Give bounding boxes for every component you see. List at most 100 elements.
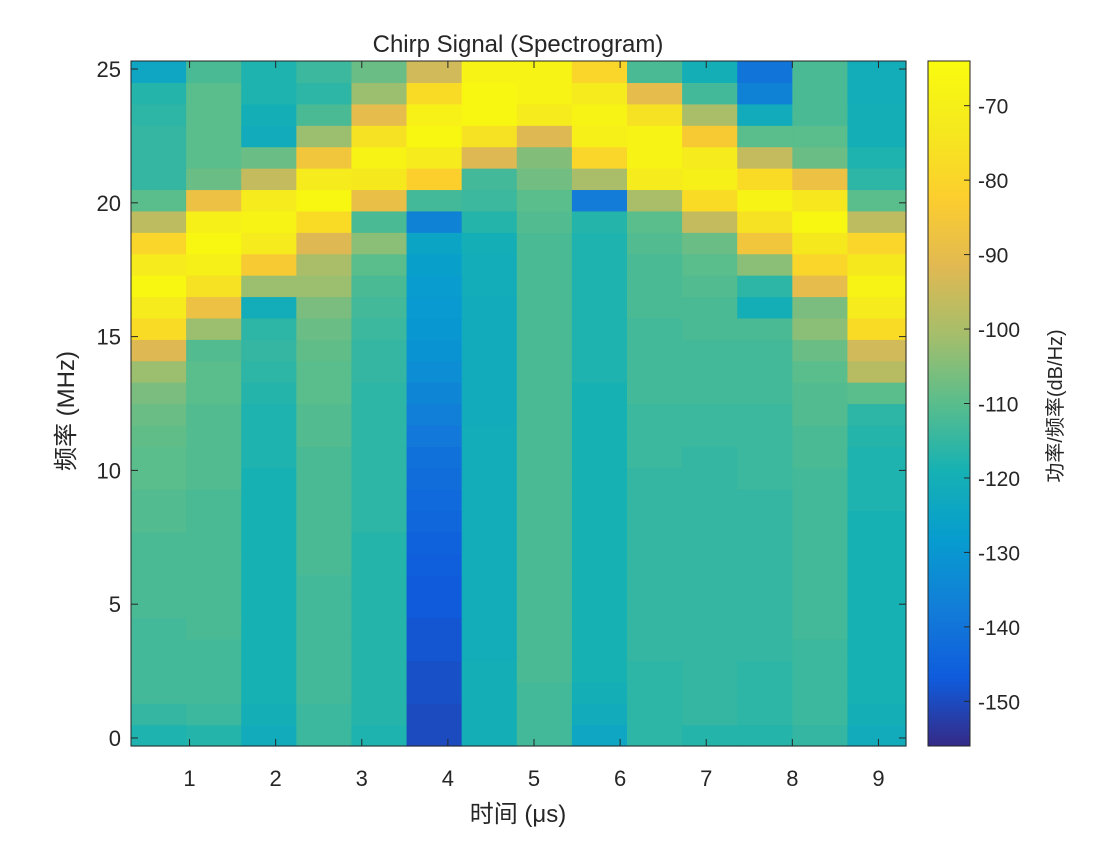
heatmap-cell <box>241 681 297 704</box>
heatmap-cell <box>737 82 793 105</box>
heatmap-cell <box>682 103 738 126</box>
heatmap-cells <box>131 61 907 747</box>
heatmap-cell <box>847 253 907 276</box>
heatmap-cell <box>461 424 518 447</box>
heatmap-cell <box>461 103 518 126</box>
heatmap-cell <box>351 275 408 298</box>
heatmap-cell <box>186 703 242 726</box>
x-tick-label: 3 <box>356 766 368 791</box>
heatmap-cell <box>847 382 907 405</box>
heatmap-cell <box>241 168 297 191</box>
heatmap-cell <box>296 360 353 383</box>
heatmap-cell <box>186 253 242 276</box>
heatmap-cell <box>241 232 297 255</box>
y-axis-label: 频率 (MHz) <box>53 351 80 471</box>
colorbar-tick-label: -70 <box>978 96 1008 119</box>
heatmap-cell <box>131 232 187 255</box>
heatmap-cell <box>847 574 907 597</box>
heatmap-cell <box>241 660 297 683</box>
heatmap-cell <box>847 531 907 554</box>
heatmap-cell <box>461 724 518 747</box>
heatmap-cell <box>186 296 242 319</box>
heatmap-cell <box>461 510 518 533</box>
heatmap-cell <box>682 403 738 426</box>
heatmap-cell <box>241 596 297 619</box>
heatmap-cell <box>792 339 849 362</box>
heatmap-cell <box>792 210 849 233</box>
heatmap-cell <box>131 424 187 447</box>
heatmap-cell <box>406 617 463 640</box>
heatmap-cell <box>296 553 353 576</box>
heatmap-cell <box>516 317 573 340</box>
heatmap-cell <box>406 403 463 426</box>
heatmap-cell <box>351 467 408 490</box>
heatmap-cell <box>571 531 628 554</box>
heatmap-cell <box>186 339 242 362</box>
heatmap-cell <box>571 232 628 255</box>
heatmap-cell <box>461 189 518 212</box>
heatmap-cell <box>682 146 738 169</box>
heatmap-cell <box>516 210 573 233</box>
heatmap-cell <box>571 617 628 640</box>
heatmap-cell <box>241 489 297 512</box>
heatmap-cell <box>406 574 463 597</box>
heatmap-cell <box>186 382 242 405</box>
heatmap-cell <box>186 61 242 84</box>
heatmap-cell <box>241 382 297 405</box>
heatmap-cell <box>737 253 793 276</box>
heatmap-cell <box>461 467 518 490</box>
heatmap-cell <box>406 82 463 105</box>
heatmap-cell <box>406 424 463 447</box>
heatmap-cell <box>461 382 518 405</box>
heatmap-cell <box>627 446 683 469</box>
heatmap-cell <box>792 253 849 276</box>
heatmap-cell <box>627 125 683 148</box>
heatmap-cell <box>847 210 907 233</box>
heatmap-cell <box>682 296 738 319</box>
heatmap-cell <box>296 103 353 126</box>
heatmap-cell <box>737 510 793 533</box>
heatmap-cell <box>461 489 518 512</box>
heatmap-cell <box>406 253 463 276</box>
heatmap-cell <box>516 296 573 319</box>
heatmap-cell <box>516 467 573 490</box>
heatmap-cell <box>406 681 463 704</box>
y-tick-label: 20 <box>97 191 121 216</box>
heatmap-cell <box>186 596 242 619</box>
heatmap-cell <box>516 189 573 212</box>
heatmap-cell <box>682 317 738 340</box>
heatmap-cell <box>186 189 242 212</box>
heatmap-cell <box>296 574 353 597</box>
heatmap-cell <box>516 403 573 426</box>
heatmap-cell <box>792 189 849 212</box>
colorbar-tick-label: -110 <box>978 394 1018 417</box>
heatmap-cell <box>131 489 187 512</box>
heatmap-cell <box>682 489 738 512</box>
heatmap-cell <box>571 467 628 490</box>
heatmap-cell <box>461 275 518 298</box>
heatmap-cell <box>627 146 683 169</box>
colorbar-tick-label: -80 <box>978 170 1008 193</box>
heatmap-cell <box>241 424 297 447</box>
heatmap-cell <box>296 253 353 276</box>
heatmap-cell <box>627 553 683 576</box>
heatmap-cell <box>682 189 738 212</box>
heatmap-cell <box>241 189 297 212</box>
heatmap-cell <box>516 638 573 661</box>
heatmap-cell <box>516 574 573 597</box>
heatmap-cell <box>792 382 849 405</box>
heatmap-cell <box>682 210 738 233</box>
heatmap-cell <box>131 253 187 276</box>
heatmap-cell <box>186 617 242 640</box>
y-tick-label: 25 <box>97 57 121 82</box>
heatmap-cell <box>516 724 573 747</box>
heatmap-cell <box>571 510 628 533</box>
x-tick-label: 1 <box>183 766 195 791</box>
heatmap-cell <box>241 510 297 533</box>
heatmap-cell <box>516 703 573 726</box>
heatmap-cell <box>241 553 297 576</box>
heatmap-cell <box>516 82 573 105</box>
heatmap-cell <box>792 467 849 490</box>
heatmap-cell <box>847 489 907 512</box>
heatmap-cell <box>461 703 518 726</box>
